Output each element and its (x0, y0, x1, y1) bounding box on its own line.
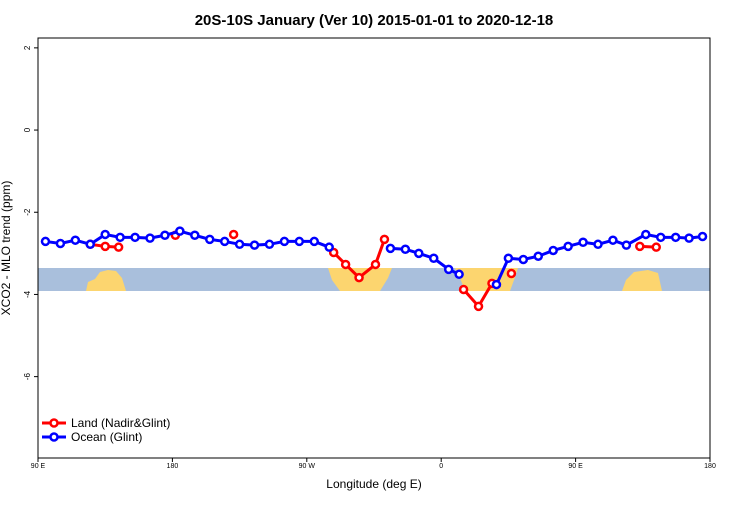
data-point (400, 244, 411, 254)
data-point (593, 239, 603, 250)
data-point (219, 236, 230, 247)
data-point (40, 236, 51, 247)
data-point (340, 259, 351, 270)
y-tick-label: -6 (23, 373, 32, 381)
land-patch (86, 270, 126, 291)
legend-marker (49, 418, 59, 428)
legend-label: Ocean (Glint) (71, 430, 142, 444)
data-point (655, 232, 666, 243)
data-point (234, 239, 245, 250)
y-tick-label: 0 (23, 127, 32, 132)
chart-title: 20S-10S January (Ver 10) 2015-01-01 to 2… (195, 12, 554, 29)
data-point (385, 243, 396, 254)
x-axis-title: Longitude (deg E) (326, 477, 421, 491)
data-point (264, 239, 275, 250)
data-point (249, 240, 260, 250)
data-point (506, 268, 517, 279)
legend-marker (49, 432, 59, 442)
data-point (533, 251, 544, 261)
x-tick-label: 0 (439, 463, 443, 470)
data-point (228, 229, 239, 240)
x-tick-label: 90 E (568, 463, 583, 470)
data-point (503, 253, 514, 264)
x-tick-label: 180 (704, 463, 716, 470)
data-point (160, 230, 170, 241)
data-point (414, 248, 424, 259)
data-point (130, 232, 140, 243)
data-point (578, 237, 588, 247)
data-point (294, 236, 305, 247)
y-tick-label: -4 (23, 290, 32, 298)
data-point (309, 236, 320, 247)
data-point (491, 279, 502, 290)
data-point (641, 229, 651, 240)
data-point (85, 239, 96, 250)
data-point (354, 272, 364, 283)
y-tick-label: -2 (23, 208, 32, 216)
data-point (113, 242, 124, 252)
data-point (563, 241, 573, 252)
data-point (670, 232, 681, 243)
data-point (100, 229, 110, 240)
data-point (548, 245, 558, 256)
data-point (370, 259, 381, 270)
plot-frame (37, 37, 711, 459)
data-point (454, 269, 464, 280)
data-point (458, 284, 469, 295)
data-point (518, 254, 529, 265)
land-patch (622, 270, 662, 291)
data-point (190, 230, 200, 241)
land-ocean-strip (38, 268, 710, 291)
data-point (379, 234, 390, 245)
data-point (115, 232, 125, 243)
data-point (324, 242, 334, 252)
x-tick-label: 90 E (31, 463, 46, 470)
data-point (70, 235, 81, 245)
x-tick-label: 90 W (299, 463, 316, 470)
data-point (635, 241, 645, 252)
y-tick-label: 2 (23, 45, 32, 50)
data-point (55, 238, 66, 249)
data-point (473, 301, 484, 312)
x-tick-label: 180 (167, 463, 179, 470)
data-point (697, 231, 708, 242)
data-point (279, 236, 290, 247)
data-point (145, 233, 155, 243)
data-point (428, 253, 439, 264)
data-point (100, 241, 110, 252)
data-point (621, 240, 632, 250)
data-point (608, 235, 618, 245)
data-point (651, 242, 661, 252)
data-point (443, 264, 454, 275)
legend-label: Land (Nadir&Glint) (71, 416, 170, 430)
y-axis-title: XCO2 - MLO trend (ppm) (0, 181, 13, 316)
data-point (204, 234, 215, 245)
data-point (684, 233, 694, 243)
data-point (175, 226, 185, 236)
